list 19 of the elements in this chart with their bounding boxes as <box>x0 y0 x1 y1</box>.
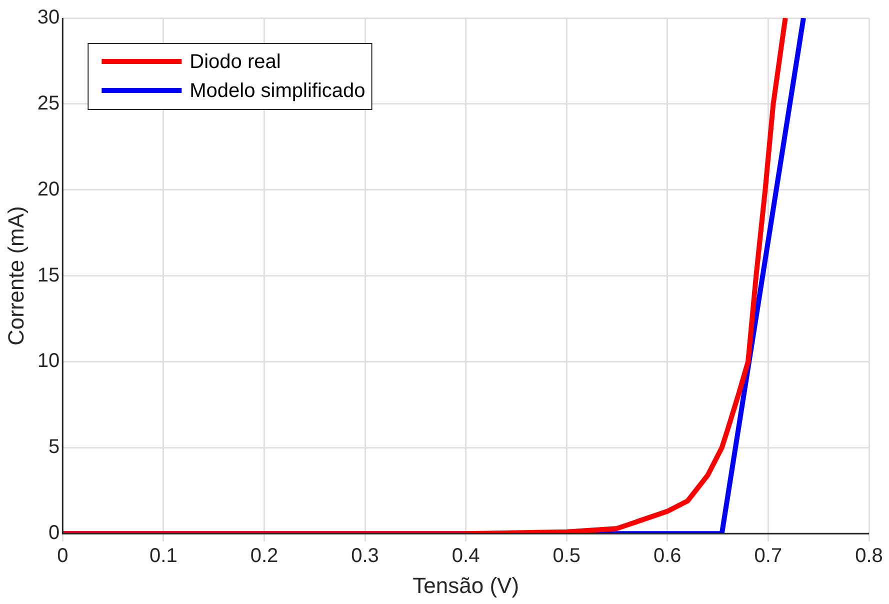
x-tick-label: 0.2 <box>250 545 278 568</box>
y-tick-label: 0 <box>48 522 60 544</box>
y-tick-label: 5 <box>48 436 60 458</box>
x-tick-label: 0.8 <box>855 545 883 568</box>
x-tick-label: 0.4 <box>452 545 480 568</box>
y-tick-label: 10 <box>37 350 60 372</box>
y-tick-label: 15 <box>37 264 60 286</box>
x-tick-label: 0.1 <box>150 545 178 568</box>
y-axis-title: Corrente (mA) <box>3 206 28 346</box>
legend-label: Modelo simplificado <box>190 80 366 102</box>
legend-label: Diodo real <box>190 51 281 74</box>
y-tick-label: 25 <box>37 92 60 114</box>
x-tick-label: 0.3 <box>351 545 379 568</box>
x-tick-label: 0.5 <box>552 545 581 568</box>
x-tick-label: 0.6 <box>654 545 682 568</box>
y-tick-label: 20 <box>37 178 60 200</box>
x-axis-title: Tensão (V) <box>412 572 520 598</box>
y-tick-label: 30 <box>37 6 60 29</box>
x-tick-label: 0.7 <box>754 545 782 568</box>
